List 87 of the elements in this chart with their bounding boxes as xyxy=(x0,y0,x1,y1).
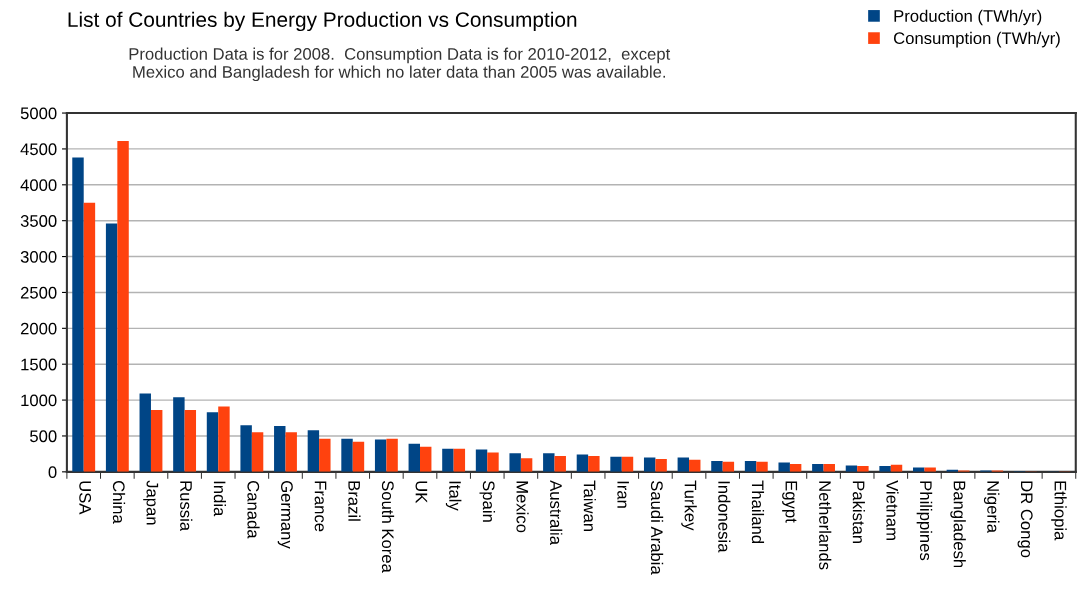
bar xyxy=(105,223,118,472)
x-tick-label: UK xyxy=(415,481,428,504)
y-tick-label: 2500 xyxy=(20,286,57,299)
bar xyxy=(812,463,824,472)
bar xyxy=(251,432,264,472)
bar xyxy=(509,453,521,472)
bar xyxy=(386,438,398,472)
x-tick-label: Vietnam xyxy=(886,480,899,540)
bar xyxy=(352,441,365,472)
bar xyxy=(117,141,129,472)
bar xyxy=(240,425,252,472)
x-tick-label: Iran xyxy=(617,481,629,508)
bar xyxy=(655,458,667,472)
x-tick-label: Germany xyxy=(277,481,293,549)
x-tick-label: Canada xyxy=(247,481,260,539)
bar xyxy=(72,157,84,472)
bar xyxy=(857,466,869,472)
x-tick-label: Bangladesh xyxy=(950,481,966,568)
y-tick-label: 2000 xyxy=(20,322,57,335)
bar xyxy=(756,461,768,472)
bar xyxy=(879,466,891,472)
bar xyxy=(374,439,387,472)
x-tick-label: Indonesia xyxy=(718,481,731,553)
bar xyxy=(218,406,230,472)
x-tick-label: Russia xyxy=(180,481,193,532)
x-tick-label: DR Congo xyxy=(1017,481,1033,558)
bar xyxy=(150,410,163,472)
x-tick-label: Turkey xyxy=(681,480,697,531)
bar xyxy=(475,449,488,472)
chart-title: List of Countries by Energy Production vs Consumption xyxy=(68,11,577,32)
x-tick-label: Nigeria xyxy=(983,481,1000,533)
bar xyxy=(408,443,420,472)
bar xyxy=(588,456,600,472)
legend-label: Production (TWh/yr) xyxy=(894,9,1042,26)
legend-label: Consumption (TWh/yr) xyxy=(893,31,1060,48)
bar xyxy=(341,438,353,472)
x-tick-label: Saudi Arabia xyxy=(650,480,664,575)
x-tick-label: Taiwan xyxy=(583,480,596,531)
x-tick-label: Australia xyxy=(550,480,563,546)
bar xyxy=(285,432,297,472)
bar xyxy=(173,397,185,472)
bar xyxy=(453,448,466,472)
x-tick-label: India xyxy=(213,481,226,517)
y-tick-label: 3500 xyxy=(20,215,57,227)
bar xyxy=(184,410,197,472)
y-tick-label: 3000 xyxy=(20,250,57,263)
bar xyxy=(520,458,533,472)
y-tick-label: 4500 xyxy=(20,143,57,156)
x-tick-label: Netherlands xyxy=(819,481,832,570)
y-tick-label: 4000 xyxy=(20,179,57,192)
bar xyxy=(554,456,566,472)
y-tick-label: 1500 xyxy=(21,358,57,371)
x-tick-label: Mexico xyxy=(516,481,529,533)
bar xyxy=(677,457,690,472)
bar xyxy=(307,430,320,472)
bar xyxy=(420,446,432,472)
bar xyxy=(711,461,723,472)
x-tick-label: South Korea xyxy=(381,480,395,573)
y-tick-label: 0 xyxy=(48,466,57,479)
x-tick-label: Pakistan xyxy=(852,481,865,544)
bar xyxy=(274,425,286,472)
x-tick-label: Spain xyxy=(479,480,496,522)
bar xyxy=(610,456,622,472)
x-tick-label: France xyxy=(314,481,327,532)
x-tick-label: Ethiopia xyxy=(1051,481,1067,541)
x-tick-label: Philippines xyxy=(916,481,933,561)
y-tick-label: 1000 xyxy=(21,394,57,407)
bar xyxy=(487,452,499,472)
x-tick-label: Japan xyxy=(143,480,159,525)
y-tick-label: 500 xyxy=(30,430,57,443)
x-tick-label: China xyxy=(112,481,126,524)
bar xyxy=(643,457,656,472)
bar xyxy=(83,202,96,472)
bar xyxy=(319,438,331,472)
x-tick-label: USA xyxy=(79,481,92,515)
bar xyxy=(543,453,555,472)
bar xyxy=(442,448,454,472)
x-tick-label: Egypt xyxy=(782,481,798,523)
x-tick-label: Italy xyxy=(445,481,462,511)
bar xyxy=(778,462,790,472)
chart-subtitle: Production Data is for 2008. Consumption Data is for 2010-2012, except Mexico and Bangladesh for which no later data than 2005 was available. xyxy=(129,47,671,82)
x-tick-label: Brazil xyxy=(348,481,361,521)
x-tick-label: Thailand xyxy=(751,480,765,544)
y-tick-label: 5000 xyxy=(20,107,57,120)
bar xyxy=(139,393,151,472)
bar xyxy=(206,412,219,472)
bar xyxy=(621,456,634,472)
